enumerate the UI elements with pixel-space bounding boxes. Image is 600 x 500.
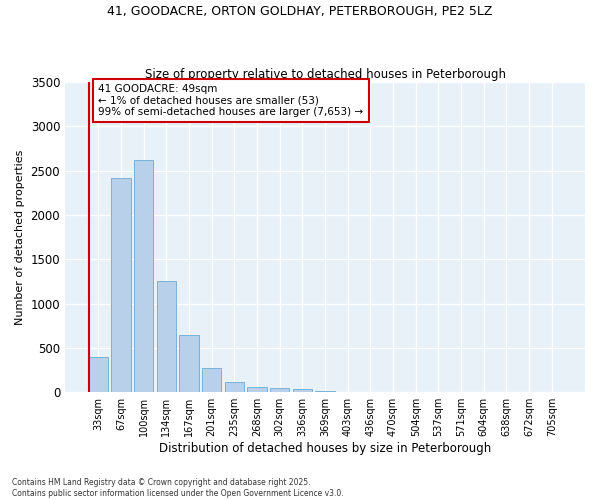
Bar [179,335,199,392]
Y-axis label: Number of detached properties: Number of detached properties [15,150,25,325]
Text: 41 GOODACRE: 49sqm
← 1% of detached houses are smaller (53)
99% of semi-detached: 41 GOODACRE: 49sqm ← 1% of detached hous… [98,84,364,117]
X-axis label: Distribution of detached houses by size in Peterborough: Distribution of detached houses by size … [159,442,491,455]
Bar [89,357,108,392]
Bar [202,368,221,392]
Bar [112,178,131,392]
Bar [293,388,312,392]
Bar [134,160,153,392]
Bar [270,388,289,392]
Bar [247,388,266,392]
Bar [157,282,176,392]
Title: Size of property relative to detached houses in Peterborough: Size of property relative to detached ho… [145,68,506,81]
Bar [225,382,244,392]
Text: 41, GOODACRE, ORTON GOLDHAY, PETERBOROUGH, PE2 5LZ: 41, GOODACRE, ORTON GOLDHAY, PETERBOROUG… [107,5,493,18]
Bar [316,391,335,392]
Text: Contains HM Land Registry data © Crown copyright and database right 2025.
Contai: Contains HM Land Registry data © Crown c… [12,478,344,498]
